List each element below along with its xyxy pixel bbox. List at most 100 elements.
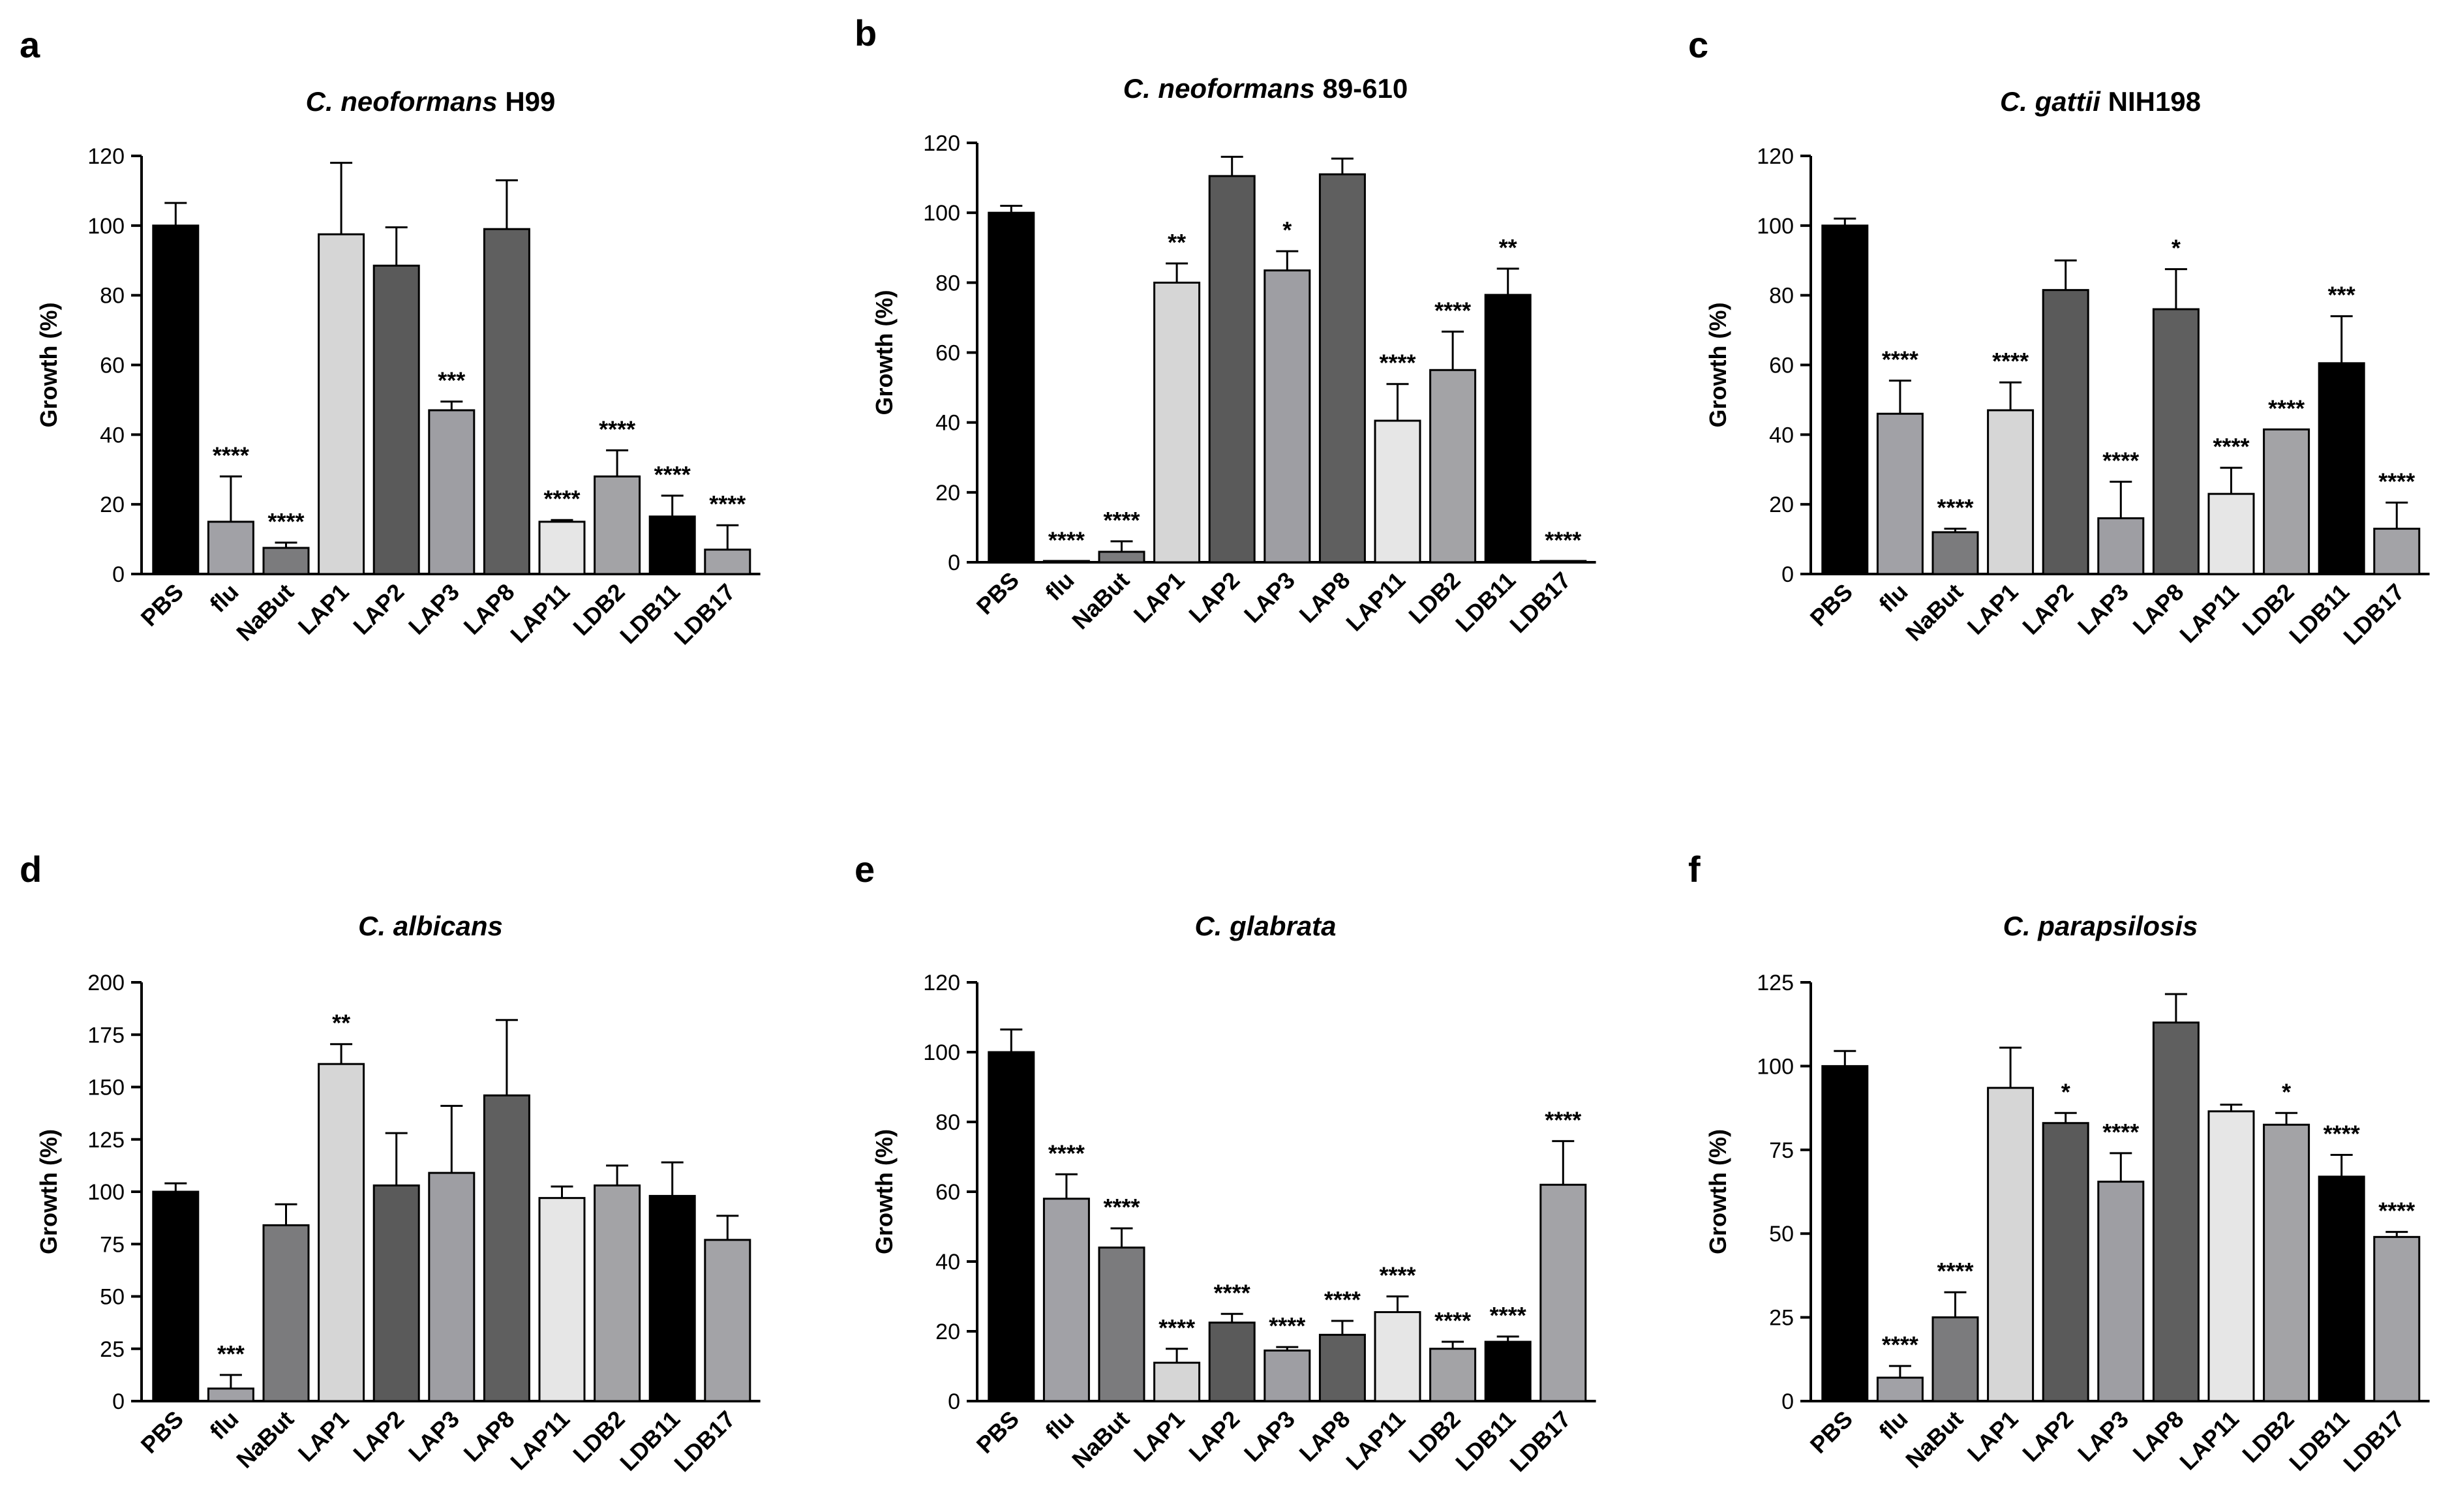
y-tick-label: 50 [100,1285,125,1310]
bar-LDB17 [704,549,751,575]
significance-label: **** [1882,1331,1918,1358]
significance-label: **** [543,485,580,512]
significance-label: **** [1434,297,1471,324]
x-tick-label-LDB11: LDB11 [1450,1406,1521,1476]
y-tick-label: 0 [112,1389,125,1414]
panel-c: c C. gattii NIH198 Growth (%) 0 20 40 60 80 100 1… [1688,24,2430,650]
significance-label: **** [1937,1258,1973,1284]
y-axis-label: Growth (%) [1704,303,1731,428]
significance-label: **** [1434,1307,1471,1334]
x-tick-label-LAP3: LAP3 [1239,567,1300,628]
x-tick-label-NaBut: NaBut [1900,1406,1968,1474]
bar-LAP1 [1153,1361,1201,1402]
x-tick-label-LAP1: LAP1 [1128,567,1190,628]
chart-title-rest: 89-610 [1315,73,1408,104]
x-tick-label-LDB17: LDB17 [2338,1406,2410,1477]
x-tick-label-LDB17: LDB17 [669,579,740,650]
significance-label: ** [332,1010,350,1036]
y-tick-label: 80 [935,1110,960,1135]
x-tick-label-NaBut: NaBut [231,1406,299,1474]
significance-label: **** [1324,1286,1361,1313]
y-tick-label: 100 [87,1180,125,1205]
bar-PBS [152,224,200,575]
bar-flu [1876,1376,1924,1402]
x-tick-label-NaBut: NaBut [1067,1406,1134,1474]
y-tick-label: 100 [923,1040,960,1065]
y-tick-label: 0 [948,551,960,575]
bar-LDB17 [2373,1235,2421,1402]
significance-label: **** [1992,348,2029,374]
chart-title-italic: C. neoformans [1123,73,1315,104]
y-axis-label: Growth (%) [35,1129,62,1254]
bar-LDB17 [1539,1183,1587,1402]
y-tick-label: 200 [87,971,125,995]
x-tick-label-LAP2: LAP2 [1183,567,1245,628]
x-tick-label-PBS: PBS [136,579,189,631]
significance-label: ** [1499,234,1517,261]
chart-title-rest: NIH198 [2100,86,2201,117]
y-tick-label: 100 [1757,1054,1794,1079]
bar-NaBut [262,1224,310,1402]
bar-PBS [1821,1065,1869,1402]
chart-title-italic: C. glabrata [1194,911,1336,941]
y-tick-label: 60 [935,1180,960,1205]
panel-label: c [1688,24,1708,65]
y-tick-label: 120 [1757,144,1794,169]
x-tick-label-NaBut: NaBut [1067,567,1134,635]
y-tick-label: 75 [1769,1138,1794,1163]
chart-title-italic: C. gattii [2000,86,2101,117]
significance-label: * [2061,1078,2070,1105]
y-tick-label: 80 [935,271,960,295]
x-tick-label-LDB11: LDB11 [2284,579,2354,649]
bar-LAP8 [1318,173,1366,564]
panel-e: e C. glabrata Growth (%) 0 20 40 60 80 100 120 PBS… [855,849,1596,1477]
x-tick-label-LAP11: LAP11 [2174,1406,2244,1475]
x-tick-label-flu: flu [1873,1406,1913,1445]
bar-LDB2 [2263,1123,2310,1402]
x-tick-label-flu: flu [1040,567,1079,606]
x-tick-label-PBS: PBS [136,1406,189,1459]
bar-LAP8 [483,228,530,575]
y-tick-label: 100 [87,214,125,239]
y-tick-label: 60 [100,354,125,378]
bar-LAP11 [538,1197,586,1402]
significance-label: *** [2328,282,2355,309]
significance-label: **** [654,461,691,488]
significance-label: **** [1937,494,1973,521]
bar-LDB11 [648,515,696,575]
bar-LAP11 [538,521,586,575]
significance-label: **** [1103,1194,1140,1220]
y-axis-label: Growth (%) [35,303,62,428]
significance-label: **** [709,491,746,517]
significance-label: **** [267,508,304,535]
x-tick-label-LAP1: LAP1 [293,1406,354,1467]
bar-LAP11 [2207,1110,2255,1402]
x-tick-label-LAP11: LAP11 [2174,579,2244,648]
bar-LDB11 [648,1194,696,1402]
y-tick-label: 0 [112,562,125,587]
y-tick-label: 40 [935,411,960,436]
x-tick-label-LAP3: LAP3 [1239,1406,1300,1467]
bar-LAP3 [2097,517,2145,575]
x-tick-label-LAP11: LAP11 [505,579,575,648]
bar-PBS [152,1190,200,1402]
significance-label: **** [1545,526,1581,553]
bar-LAP3 [2097,1181,2145,1402]
chart-title: C. albicans [358,911,503,941]
y-tick-label: 75 [100,1232,125,1257]
x-tick-label-LAP11: LAP11 [1340,567,1410,637]
x-tick-label-flu: flu [204,579,243,618]
bar-LAP1 [1987,1087,2035,1402]
significance-label: **** [2378,1198,2415,1224]
x-tick-label-LDB17: LDB17 [669,1406,740,1477]
significance-label: * [2172,235,2181,262]
y-tick-label: 25 [100,1337,125,1362]
x-tick-label-flu: flu [1040,1406,1079,1445]
bar-flu [207,521,254,575]
chart-title-italic: C. albicans [358,911,503,941]
bar-LAP1 [1153,281,1201,564]
panel-d: d C. albicans Growth (%) 0 25 50 75 100 125 150 17… [20,849,761,1477]
bar-LAP11 [2207,492,2255,575]
significance-label: **** [1545,1106,1581,1133]
bar-PBS [1821,224,1869,575]
